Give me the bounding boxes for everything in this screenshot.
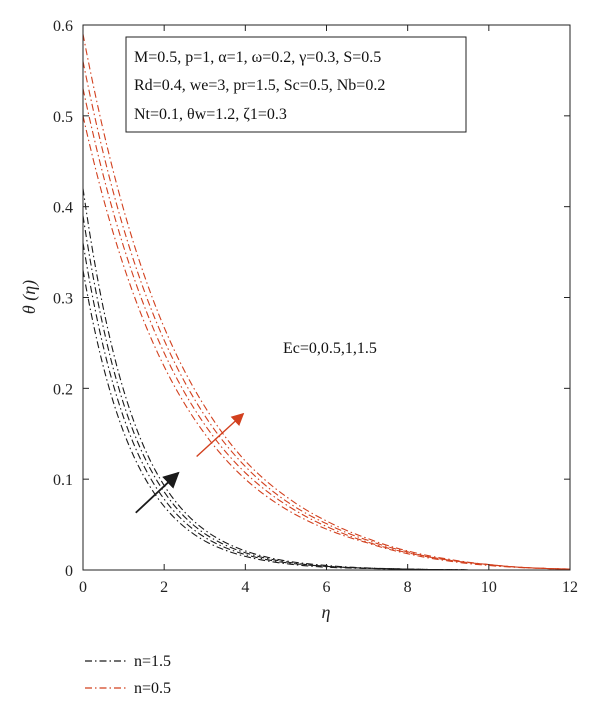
x-tick-label: 0 — [79, 579, 87, 596]
y-tick-label: 0.2 — [53, 381, 73, 398]
y-tick-label: 0 — [65, 563, 73, 580]
y-tick-label: 0.5 — [53, 109, 73, 126]
legend-label-n0.5: n=0.5 — [134, 680, 171, 697]
x-axis-label: η — [322, 602, 331, 622]
series-line-n=0.5-ec-0.5 — [82, 88, 571, 570]
x-tick-label: 4 — [241, 579, 249, 596]
y-axis-label: θ (η) — [19, 280, 40, 314]
parameter-line-2: Rd=0.4, we=3, pr=1.5, Sc=0.5, Nb=0.2 — [134, 77, 385, 94]
series-line-n=1.5-ec-0 — [82, 270, 570, 571]
parameter-line-3: Nt=0.1, θw=1.2, ζ1=0.3 — [134, 106, 287, 123]
arrow-layer — [135, 412, 245, 514]
increase-arrow-n1.5 — [135, 471, 180, 514]
y-tick-label: 0.4 — [53, 200, 73, 217]
legend: n=1.5 n=0.5 — [85, 653, 171, 697]
y-axis: 0 0.1 0.2 0.3 0.4 0.5 0.6 — [53, 18, 570, 580]
parameter-box-frame — [125, 36, 467, 133]
x-tick-label: 10 — [481, 579, 497, 596]
parameter-line-1: M=0.5, p=1, α=1, ω=0.2, γ=0.3, S=0.5 — [134, 49, 381, 66]
series-line-n=0.5-ec-0 — [82, 115, 571, 570]
x-tick-label: 2 — [160, 579, 168, 596]
x-axis: 0 2 4 6 8 10 12 — [79, 25, 578, 596]
x-tick-label: 6 — [323, 579, 331, 596]
x-tick-label: 12 — [562, 579, 578, 596]
series-line-n=0.5-ec-1.5 — [82, 33, 571, 570]
series-line-n=1.5-ec-1.5 — [82, 188, 570, 571]
legend-label-n1.5: n=1.5 — [134, 653, 171, 670]
y-tick-label: 0.6 — [53, 18, 73, 35]
series-line-n=1.5-ec-1 — [82, 215, 570, 571]
series-line-n=1.5-ec-0.5 — [82, 242, 570, 571]
y-tick-label: 0.1 — [53, 472, 73, 489]
parameter-box: M=0.5, p=1, α=1, ω=0.2, γ=0.3, S=0.5 Rd=… — [125, 36, 467, 133]
increase-arrow-n0.5 — [196, 412, 245, 457]
y-tick-label: 0.3 — [53, 291, 73, 308]
x-tick-label: 8 — [404, 579, 412, 596]
ec-annotation: Ec=0,0.5,1,1.5 — [283, 340, 377, 357]
